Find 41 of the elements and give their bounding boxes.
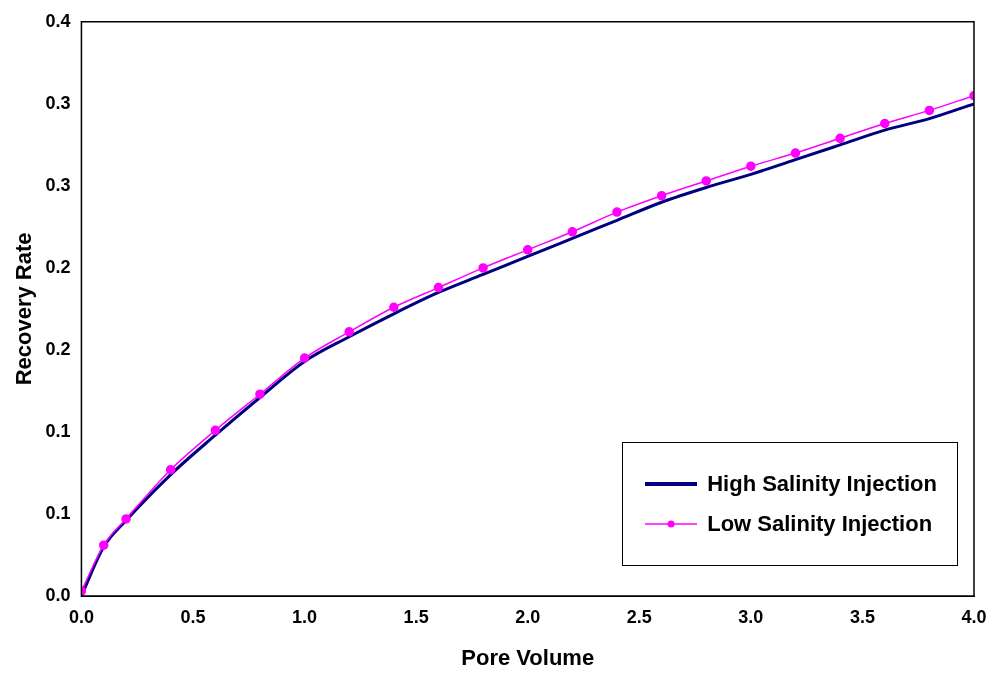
y-tick-label: 0.1 [45, 420, 71, 441]
x-tick-label: 3.0 [738, 606, 764, 627]
x-axis-title: Pore Volume [461, 644, 595, 670]
y-tick-label: 0.0 [45, 584, 71, 605]
y-tick-label: 0.4 [45, 10, 71, 31]
x-tick-label: 2.0 [515, 606, 541, 627]
point [656, 190, 667, 201]
y-tick-label: 0.1 [45, 502, 71, 523]
point [924, 105, 935, 116]
point [165, 464, 176, 475]
x-tick-label: 0.0 [68, 606, 94, 627]
point [210, 425, 221, 436]
point [522, 245, 533, 255]
point [746, 161, 756, 171]
point [255, 389, 265, 399]
point [98, 540, 109, 550]
legend-label: High Salinity Injection [707, 471, 937, 497]
x-tick-label: 2.5 [626, 606, 652, 627]
x-tick-label: 1.0 [292, 606, 318, 627]
point [790, 148, 801, 158]
point [567, 227, 578, 237]
x-tick-label: 4.0 [961, 606, 987, 627]
point [478, 263, 488, 273]
x-tick-label: 3.5 [849, 606, 875, 627]
y-tick-label: 0.3 [45, 174, 71, 195]
legend-label: Low Salinity Injection [707, 511, 933, 537]
point [879, 118, 890, 129]
point [701, 176, 711, 186]
y-tick-label: 0.3 [45, 92, 71, 113]
point [299, 353, 310, 363]
x-tick-label: 1.5 [403, 606, 429, 627]
point [344, 327, 354, 337]
y-tick-label: 0.2 [45, 338, 71, 359]
y-tick-label: 0.2 [45, 256, 71, 277]
y-axis-title: Recovery Rate [11, 232, 37, 386]
x-tick-label: 0.5 [180, 606, 206, 627]
point [389, 302, 399, 313]
point [121, 514, 131, 524]
point [433, 282, 444, 293]
point [835, 133, 845, 144]
point [612, 207, 622, 217]
